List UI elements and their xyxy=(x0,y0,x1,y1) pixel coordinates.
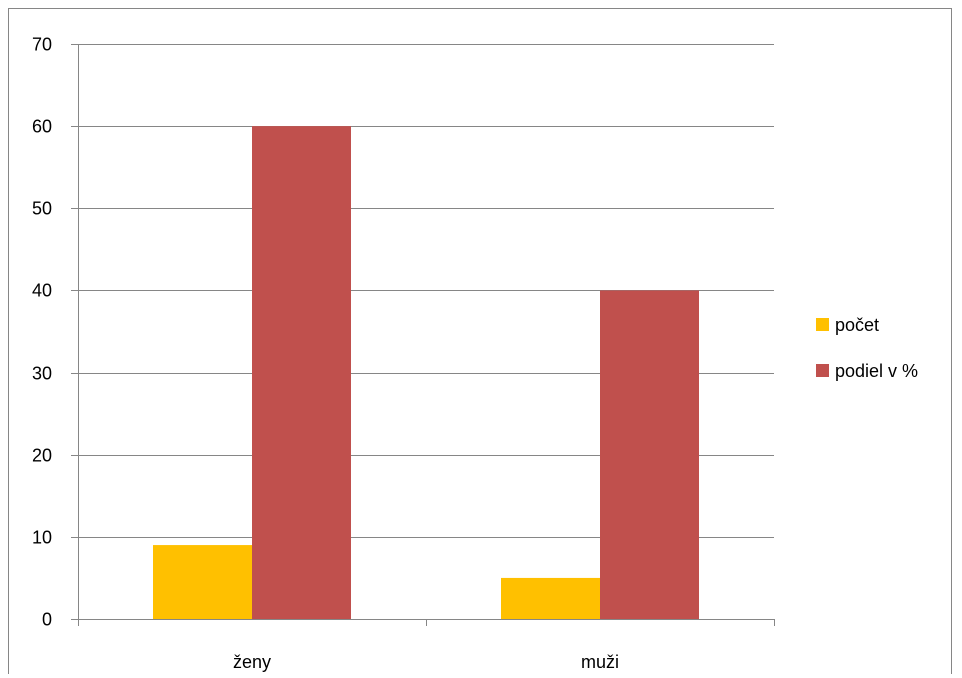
y-tick-label: 10 xyxy=(32,528,52,548)
legend-swatch xyxy=(816,364,829,377)
x-tick-label: ženy xyxy=(233,652,271,672)
x-tick-label: muži xyxy=(581,652,619,672)
y-tick-label: 70 xyxy=(32,35,52,55)
y-tick-label: 0 xyxy=(42,610,52,630)
y-tick-label: 40 xyxy=(32,281,52,301)
bar-pocet-1 xyxy=(501,577,600,619)
axes: 0 10 20 30 40 50 60 70 ženy muži xyxy=(32,35,775,672)
bar-podiel-0 xyxy=(252,126,351,620)
gridlines xyxy=(71,44,774,538)
bar-pocet-0 xyxy=(153,545,252,619)
y-tick-label: 50 xyxy=(32,199,52,219)
legend: počet podiel v % xyxy=(816,315,918,381)
legend-swatch xyxy=(816,318,829,331)
legend-label: počet xyxy=(835,315,879,335)
legend-label: podiel v % xyxy=(835,361,918,381)
bars xyxy=(153,126,699,620)
bar-podiel-1 xyxy=(600,290,699,619)
y-tick-label: 60 xyxy=(32,117,52,137)
y-tick-label: 20 xyxy=(32,446,52,466)
y-tick-label: 30 xyxy=(32,364,52,384)
